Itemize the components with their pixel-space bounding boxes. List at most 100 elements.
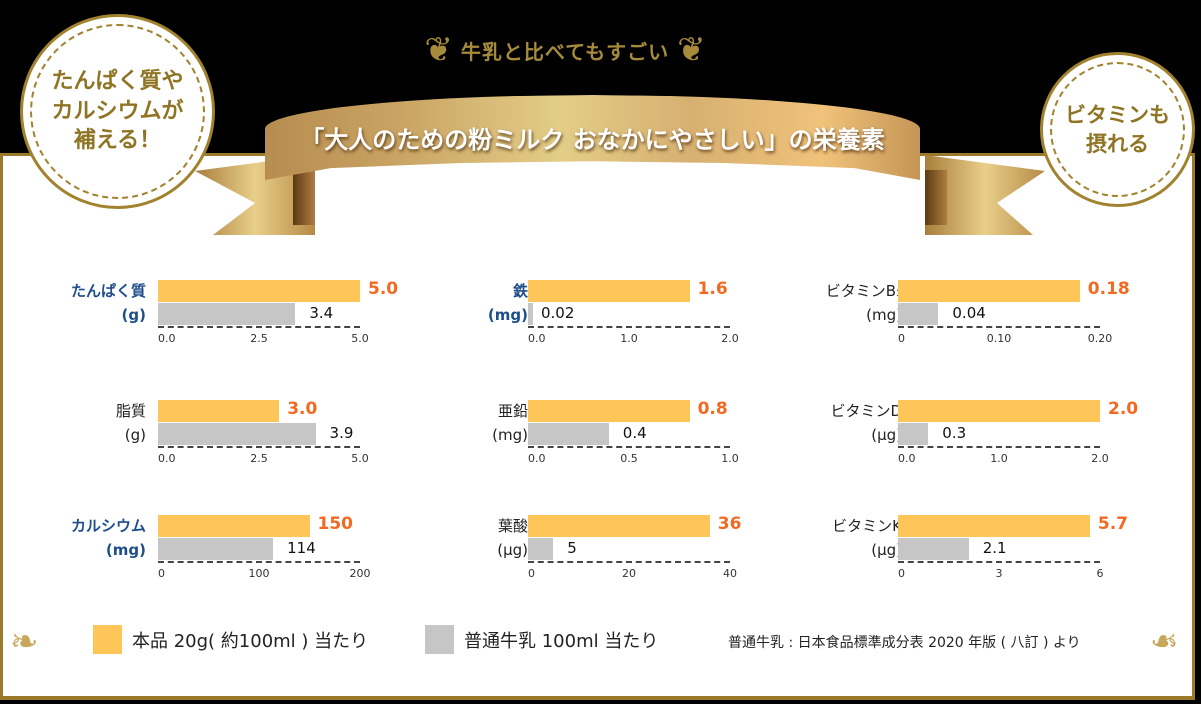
axis-line: [898, 326, 1100, 328]
value-milk: 0.02: [541, 304, 575, 322]
value-product: 1.6: [697, 279, 728, 299]
axis-tick: 200: [349, 567, 371, 580]
value-product: 5.7: [1097, 514, 1129, 534]
corner-ornament-icon: ❧: [10, 622, 39, 662]
axis-tick: 5.0: [351, 452, 369, 465]
axis-line: [158, 561, 360, 563]
value-milk: 114: [287, 539, 316, 557]
nutrient-name: 鉄: [512, 282, 528, 300]
value-product: 36: [717, 514, 742, 534]
axis-tick: 2.0: [1091, 452, 1109, 465]
axis-line: [528, 326, 730, 328]
nutrient-unit: (mg): [866, 306, 902, 324]
chart-plot: 5.7 2.1 0 3 6: [898, 514, 1128, 580]
value-product: 0.18: [1087, 279, 1130, 299]
nutrient-name: 亜鉛: [497, 402, 528, 420]
axis-tick: 0.10: [986, 332, 1012, 345]
chart-7: 葉酸 (µg) 36 5 0 20 40: [370, 505, 750, 595]
value-product: 5.0: [368, 279, 399, 299]
axis-tick: 6: [1096, 567, 1104, 580]
nutrient-unit: (µg): [871, 426, 902, 444]
nutrient-unit: (mg): [105, 541, 146, 559]
value-milk: 3.4: [309, 304, 334, 322]
bar-product: [158, 280, 360, 302]
axis-line: [898, 561, 1100, 563]
axis-tick: 0.0: [528, 332, 546, 345]
axis-line: [158, 326, 360, 328]
nutrient-name: 脂質: [115, 402, 146, 420]
nutrient-unit: (µg): [497, 541, 528, 559]
chart-1: 鉄 (mg) 1.6 0.02 0.0 1.0 2.0: [370, 270, 750, 360]
axis-tick: 0.0: [158, 332, 176, 345]
value-product: 3.0: [287, 399, 318, 419]
legend-swatch-milk: [425, 625, 454, 654]
nutrient-name: たんぱく質: [70, 282, 146, 300]
value-milk: 0.04: [952, 304, 986, 322]
axis-tick: 0.0: [898, 452, 916, 465]
axis-tick: 40: [723, 567, 737, 580]
chart-plot: 36 5 0 20 40: [528, 514, 741, 580]
axis-tick: 0: [898, 332, 905, 345]
nutrient-unit: (g): [121, 306, 146, 324]
axis-tick: 2.5: [250, 332, 268, 345]
title-ribbon: 「大人のための粉ミルク おなかにやさしい」の栄養素: [195, 95, 1045, 245]
value-milk: 0.4: [622, 424, 647, 442]
chart-2: ビタミンB₁ (mg) 0.18 0.04 0 0.10 0.20: [740, 270, 1130, 360]
nutrient-name: ビタミンB₁: [825, 282, 902, 300]
axis-line: [528, 446, 730, 448]
tagline: ❦ 牛乳と比べてもすごい ❦: [335, 20, 795, 80]
nutrient-name: 葉酸: [497, 517, 528, 535]
chart-plot: 150 114 0 100 200: [158, 514, 371, 580]
chart-plot: 3.0 3.9 0.0 2.5 5.0: [158, 399, 369, 465]
bar-product: [898, 515, 1090, 537]
axis-tick: 1.0: [721, 452, 739, 465]
value-milk: 3.9: [329, 424, 354, 442]
chart-plot: 1.6 0.02 0.0 1.0 2.0: [528, 279, 739, 345]
axis-tick: 0: [898, 567, 905, 580]
bar-product: [528, 515, 710, 537]
badge-text: たんぱく質や カルシウムが 補える！: [51, 67, 184, 154]
axis-tick: 3: [995, 567, 1003, 580]
legend-label: 普通牛乳 100ml 当たり: [464, 630, 659, 652]
axis-tick: 1.0: [620, 332, 638, 345]
bar-milk: [898, 423, 929, 445]
page-title: 「大人のための粉ミルク おなかにやさしい」の栄養素: [300, 125, 885, 154]
badge-vitamins: ビタミンも 摂れる: [1040, 52, 1195, 207]
corner-ornament-icon: ❧: [1150, 622, 1179, 662]
bar-milk: [898, 303, 939, 325]
value-product: 0.8: [697, 399, 728, 419]
axis-tick: 0.5: [620, 452, 638, 465]
axis-line: [898, 446, 1100, 448]
value-product: 2.0: [1108, 399, 1139, 419]
axis-tick: 20: [622, 567, 636, 580]
chart-6: カルシウム (mg) 150 114 0 100 200: [0, 505, 380, 595]
bar-product: [158, 515, 310, 537]
value-product: 150: [317, 514, 354, 534]
nutrient-name: ビタミンK: [832, 517, 902, 535]
axis-tick: 0.20: [1087, 332, 1113, 345]
source-note: 普通牛乳 : 日本食品標準成分表 2020 年版 ( 八訂 ) より: [728, 635, 1081, 651]
axis-tick: 2.5: [250, 452, 268, 465]
legend-label: 本品 20g( 約100ml ) 当たり: [132, 630, 369, 652]
chart-5: ビタミンD (µg) 2.0 0.3 0.0 1.0 2.0: [740, 390, 1138, 480]
axis-line: [528, 561, 730, 563]
ornament-swirl-icon: ❦: [677, 30, 706, 70]
bar-milk: [528, 538, 554, 560]
value-milk: 5: [567, 539, 577, 557]
axis-tick: 1.0: [990, 452, 1008, 465]
nutrient-unit: (g): [124, 426, 146, 444]
bar-product: [158, 400, 280, 422]
chart-8: ビタミンK (µg) 5.7 2.1 0 3 6: [740, 505, 1128, 595]
bar-milk: [528, 423, 609, 445]
axis-tick: 0.0: [528, 452, 546, 465]
chart-3: 脂質 (g) 3.0 3.9 0.0 2.5 5.0: [0, 390, 380, 480]
badge-text: ビタミンも 摂れる: [1065, 102, 1170, 156]
bar-product: [528, 280, 690, 302]
legend-product: 本品 20g( 約100ml ) 当たり: [93, 625, 368, 654]
nutrient-unit: (µg): [871, 541, 902, 559]
chart-plot: 0.18 0.04 0 0.10 0.20: [898, 279, 1130, 345]
axis-tick: 5.0: [351, 332, 369, 345]
badge-protein-calcium: たんぱく質や カルシウムが 補える！: [20, 14, 215, 209]
legend-swatch-product: [93, 625, 122, 654]
axis-line: [158, 446, 360, 448]
